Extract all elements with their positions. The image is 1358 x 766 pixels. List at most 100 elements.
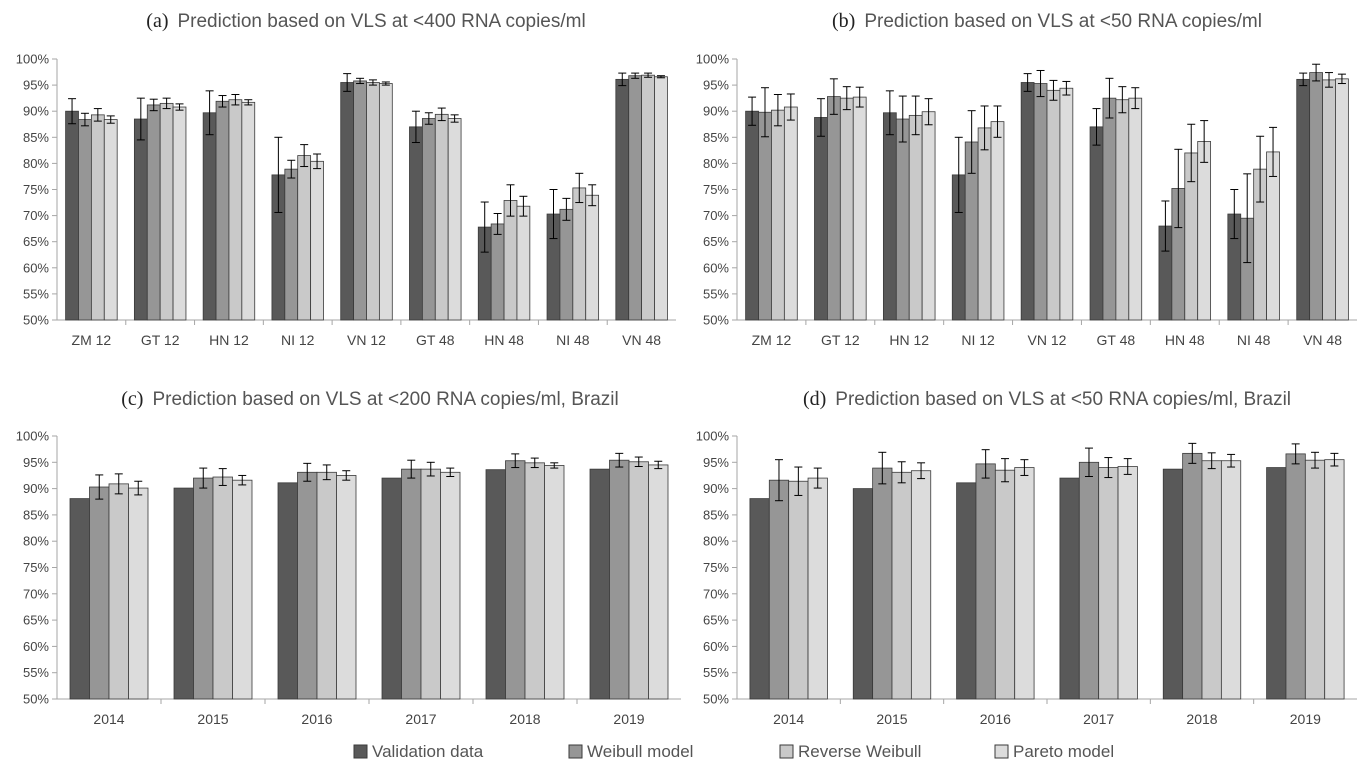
bar bbox=[173, 487, 194, 700]
bar bbox=[378, 83, 393, 321]
y-tick-label: 95% bbox=[23, 78, 49, 93]
bar bbox=[615, 78, 630, 321]
bar bbox=[895, 118, 910, 321]
x-tick-label: ZM 12 bbox=[72, 332, 112, 348]
y-tick-label: 95% bbox=[703, 455, 729, 470]
y-tick-label: 90% bbox=[703, 481, 729, 496]
bar bbox=[447, 118, 462, 321]
bar bbox=[1304, 459, 1326, 700]
y-tick-label: 50% bbox=[23, 692, 49, 707]
bar bbox=[768, 479, 790, 700]
x-tick-label: HN 48 bbox=[484, 332, 524, 348]
bar bbox=[852, 488, 874, 700]
x-tick-label: 2019 bbox=[1290, 711, 1321, 727]
bar bbox=[1117, 466, 1138, 700]
y-tick-label: 75% bbox=[23, 560, 49, 575]
bar bbox=[1046, 89, 1061, 321]
bar bbox=[783, 106, 798, 321]
x-tick-label: 2015 bbox=[876, 711, 907, 727]
panel-title-text: Prediction based on VLS at <50 RNA copie… bbox=[835, 389, 1291, 410]
chart-panel-4: (d) Prediction based on VLS at <50 RNA c… bbox=[696, 388, 1357, 727]
bar bbox=[572, 187, 587, 321]
bar bbox=[1335, 78, 1349, 321]
panel-title: (a) Prediction based on VLS at <400 RNA … bbox=[146, 10, 585, 32]
y-tick-label: 70% bbox=[703, 586, 729, 601]
panel-title-text: Prediction based on VLS at <50 RNA copie… bbox=[864, 11, 1262, 32]
panel-title: (d) Prediction based on VLS at <50 RNA c… bbox=[803, 388, 1291, 410]
bar bbox=[89, 486, 110, 700]
y-tick-label: 50% bbox=[703, 692, 729, 707]
bar bbox=[910, 470, 932, 700]
bar bbox=[485, 469, 506, 700]
bar bbox=[648, 464, 669, 700]
x-tick-label: GT 48 bbox=[416, 332, 455, 348]
x-tick-label: 2017 bbox=[405, 711, 436, 727]
bar bbox=[420, 468, 441, 700]
bar bbox=[1115, 99, 1130, 321]
bar bbox=[559, 208, 574, 321]
bar bbox=[159, 102, 174, 321]
bar bbox=[609, 459, 630, 700]
x-tick-label: 2014 bbox=[93, 711, 124, 727]
y-tick-label: 95% bbox=[703, 78, 729, 93]
x-tick-label: VN 12 bbox=[1028, 332, 1067, 348]
y-tick-label: 60% bbox=[23, 639, 49, 654]
x-tick-label: NI 48 bbox=[1237, 332, 1271, 348]
legend-label: Pareto model bbox=[1013, 742, 1114, 761]
y-tick-label: 65% bbox=[23, 613, 49, 628]
y-tick-label: 85% bbox=[23, 507, 49, 522]
panel-title-text: Prediction based on VLS at <400 RNA copi… bbox=[177, 11, 585, 32]
bar bbox=[310, 160, 324, 321]
y-tick-label: 65% bbox=[23, 234, 49, 249]
y-tick-label: 75% bbox=[703, 560, 729, 575]
x-tick-label: VN 12 bbox=[347, 332, 386, 348]
y-tick-label: 50% bbox=[23, 313, 49, 328]
y-tick-label: 90% bbox=[23, 104, 49, 119]
bar bbox=[956, 482, 977, 700]
x-tick-label: ZM 12 bbox=[752, 332, 792, 348]
bar bbox=[232, 479, 253, 700]
bar bbox=[241, 101, 256, 321]
bar bbox=[1296, 78, 1311, 321]
bar bbox=[1266, 467, 1287, 700]
y-tick-label: 100% bbox=[696, 52, 730, 67]
bar bbox=[212, 476, 233, 700]
bar bbox=[994, 469, 1016, 700]
bar bbox=[297, 471, 318, 700]
bar bbox=[788, 480, 809, 700]
bar bbox=[69, 498, 90, 700]
legend-swatch bbox=[994, 744, 1009, 759]
panel-letter: (c) bbox=[121, 388, 148, 410]
bar bbox=[977, 127, 992, 321]
panel-title: (b) Prediction based on VLS at <50 RNA c… bbox=[832, 10, 1262, 32]
y-tick-label: 60% bbox=[23, 260, 49, 275]
x-tick-label: 2018 bbox=[1186, 711, 1217, 727]
bar bbox=[409, 126, 423, 321]
y-tick-label: 85% bbox=[23, 130, 49, 145]
x-tick-label: GT 48 bbox=[1097, 332, 1136, 348]
bar bbox=[745, 110, 759, 321]
bar bbox=[440, 471, 461, 700]
bar bbox=[1098, 467, 1119, 700]
y-tick-label: 90% bbox=[703, 104, 729, 119]
legend-swatch bbox=[779, 744, 794, 759]
bar bbox=[1102, 97, 1117, 321]
bar bbox=[852, 96, 867, 321]
bar bbox=[108, 483, 129, 700]
chart-panel-1: (a) Prediction based on VLS at <400 RNA … bbox=[16, 10, 676, 348]
bar bbox=[654, 76, 668, 321]
panel-title-text: Prediction based on VLS at <200 RNA copi… bbox=[152, 389, 618, 410]
x-tick-label: 2014 bbox=[773, 711, 804, 727]
y-tick-label: 70% bbox=[23, 208, 49, 223]
bar bbox=[128, 487, 149, 700]
y-tick-label: 60% bbox=[703, 260, 729, 275]
x-tick-label: 2016 bbox=[301, 711, 332, 727]
bar bbox=[1089, 126, 1104, 321]
bar bbox=[589, 468, 610, 700]
bar bbox=[1014, 467, 1035, 700]
bar bbox=[1197, 141, 1212, 321]
x-tick-label: HN 12 bbox=[209, 332, 249, 348]
bar bbox=[503, 200, 518, 321]
bar bbox=[807, 477, 828, 700]
bar bbox=[103, 119, 118, 321]
